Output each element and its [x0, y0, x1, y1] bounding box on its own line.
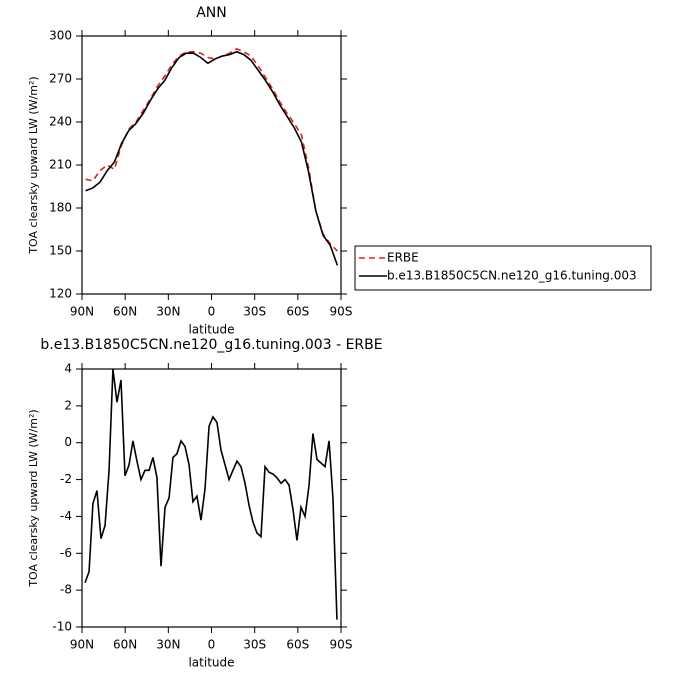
y-axis-label: TOA clearsky upward LW (W/m²): [27, 76, 40, 254]
data-line: [85, 50, 339, 266]
x-tick-label: 30N: [156, 305, 180, 319]
legend-label: b.e13.B1850C5CN.ne120_g16.tuning.003: [387, 269, 637, 283]
x-tick-label: 60N: [113, 638, 137, 652]
y-tick-label: 0: [64, 435, 72, 449]
chart-title: ANN: [196, 5, 227, 21]
x-tick-label: 30N: [156, 638, 180, 652]
y-tick-label: 150: [49, 244, 72, 258]
x-axis-label: latitude: [188, 656, 234, 670]
y-tick-label: 270: [49, 72, 72, 86]
y-tick-label: 120: [49, 287, 72, 301]
y-tick-label: 210: [49, 158, 72, 172]
y-tick-label: 300: [49, 29, 72, 43]
data-line: [84, 368, 338, 620]
x-tick-label: 60S: [286, 638, 309, 652]
chart-title: b.e13.B1850C5CN.ne120_g16.tuning.003 - E…: [40, 337, 382, 353]
x-tick-label: 30S: [243, 638, 266, 652]
x-tick-label: 30S: [243, 305, 266, 319]
y-tick-label: 180: [49, 201, 72, 215]
y-tick-label: 4: [64, 362, 72, 376]
y-axis-label: TOA clearsky upward LW (W/m²): [27, 409, 40, 587]
legend-label: ERBE: [387, 251, 419, 265]
plot-frame: [81, 35, 342, 295]
y-tick-label: 2: [64, 398, 72, 412]
y-tick-label: -2: [60, 472, 72, 486]
x-tick-label: 60N: [113, 305, 137, 319]
y-tick-label: -8: [60, 583, 72, 597]
x-tick-label: 90S: [330, 638, 353, 652]
x-tick-label: 60S: [286, 305, 309, 319]
x-tick-label: 0: [208, 305, 216, 319]
y-tick-label: -6: [60, 546, 72, 560]
x-tick-label: 0: [208, 638, 216, 652]
y-tick-label: -4: [60, 509, 72, 523]
y-tick-label: 240: [49, 115, 72, 129]
x-tick-label: 90S: [330, 305, 353, 319]
legend-box: [354, 245, 652, 291]
x-tick-label: 90N: [70, 638, 94, 652]
y-tick-label: -10: [52, 620, 72, 634]
plot-frame: [81, 368, 342, 628]
x-tick-label: 90N: [70, 305, 94, 319]
x-axis-label: latitude: [188, 323, 234, 337]
data-line: [85, 48, 338, 252]
